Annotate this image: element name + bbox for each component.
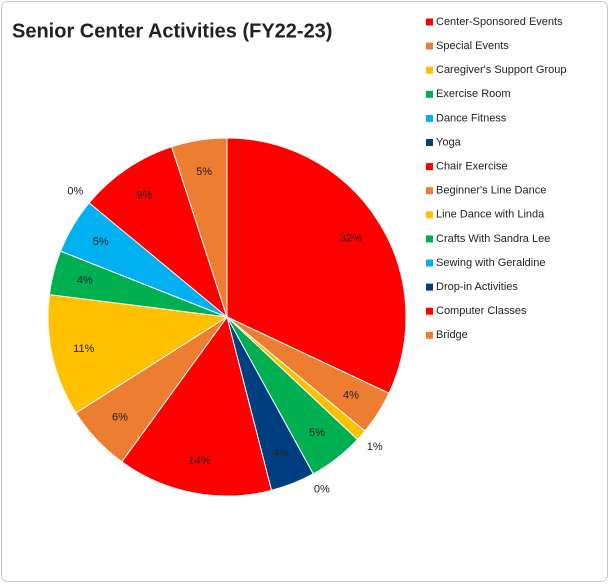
data-label: 4% [343,390,359,402]
legend-label: Dance Fitness [436,112,507,124]
pie-slice [226,137,407,394]
legend-label: Caregiver's Support Group [436,64,567,76]
legend-label: Yoga [436,136,462,148]
legend-swatch [426,235,433,243]
pie-slice [121,315,273,497]
legend-swatch [426,163,433,171]
pie-slice [88,146,229,319]
data-label: 5% [93,236,109,248]
legend-swatch [426,187,433,195]
data-label: 1% [367,441,383,453]
legend-label: Bridge [436,329,468,341]
legend-label: Computer Classes [436,305,527,317]
data-label: 4% [77,274,93,286]
pie-slice [171,137,228,318]
legend-label: Center-Sponsored Events [436,16,563,28]
legend-label: Chair Exercise [436,161,508,173]
legend-swatch [426,42,433,50]
data-label: 5% [196,166,212,178]
legend-label: Crafts With Sandra Lee [436,233,550,245]
legend-label: Drop-in Activities [436,281,518,293]
legend-swatch [426,139,433,146]
data-label: 11% [73,343,94,355]
legend-swatch [426,307,433,315]
legend-label: Special Events [436,40,509,52]
legend-swatch [426,114,433,122]
data-label: 32% [340,232,362,244]
legend-swatch [426,211,433,219]
legend-swatch [426,90,433,98]
data-label: 9% [137,190,153,202]
data-label: 4% [273,447,289,459]
legend-label: Beginner's Line Dance [436,185,546,197]
legend-label: Exercise Room [436,88,511,100]
data-label: 0% [67,185,83,197]
data-label: 6% [112,411,128,423]
data-label: 14% [188,455,210,467]
pie-slice [47,294,229,414]
legend-label: Line Dance with Linda [436,209,545,221]
data-label: 5% [309,427,325,439]
legend-swatch [426,283,433,291]
chart-title: Senior Center Activities (FY22-23) [12,20,332,42]
legend-swatch [426,331,433,339]
legend-swatch [426,259,433,267]
legend-label: Sewing with Geraldine [436,257,545,269]
legend-swatch [426,18,433,26]
data-label: 0% [314,483,330,495]
legend-swatch [426,66,433,74]
